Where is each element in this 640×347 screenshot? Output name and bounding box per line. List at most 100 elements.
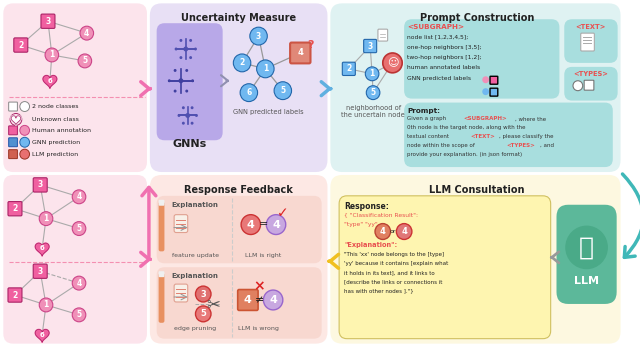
Polygon shape (11, 116, 21, 125)
FancyBboxPatch shape (14, 38, 28, 52)
Text: 5: 5 (371, 88, 376, 97)
Circle shape (365, 67, 379, 81)
Text: ×: × (253, 279, 266, 293)
Text: LLM is wrong: LLM is wrong (238, 326, 279, 331)
Circle shape (182, 122, 185, 125)
Text: Response Feedback: Response Feedback (184, 185, 292, 195)
Circle shape (194, 48, 197, 51)
Circle shape (39, 298, 53, 312)
Circle shape (80, 26, 93, 40)
Text: 5: 5 (83, 57, 88, 65)
FancyBboxPatch shape (41, 14, 55, 28)
Text: 4: 4 (244, 295, 252, 305)
FancyBboxPatch shape (490, 76, 498, 84)
Circle shape (234, 54, 251, 72)
FancyBboxPatch shape (557, 205, 617, 304)
Circle shape (20, 125, 29, 135)
FancyBboxPatch shape (290, 43, 310, 64)
FancyBboxPatch shape (8, 288, 22, 302)
Text: [describe the links or connections it: [describe the links or connections it (344, 279, 442, 284)
Circle shape (20, 137, 29, 147)
Text: 4: 4 (298, 49, 303, 58)
Circle shape (366, 86, 380, 100)
FancyBboxPatch shape (580, 33, 595, 51)
Circle shape (264, 290, 283, 310)
FancyBboxPatch shape (404, 103, 612, 167)
FancyBboxPatch shape (157, 267, 322, 339)
Circle shape (195, 306, 211, 322)
Text: Explanation: Explanation (172, 273, 218, 279)
Text: 5: 5 (76, 224, 81, 233)
Text: 4: 4 (76, 279, 82, 288)
Text: node list [1,2,3,4,5];: node list [1,2,3,4,5]; (407, 34, 468, 39)
Circle shape (274, 82, 292, 100)
Text: Uncertainty Measure: Uncertainty Measure (180, 13, 296, 23)
Text: Response:: Response: (344, 202, 389, 211)
Circle shape (20, 102, 29, 111)
Text: Prompt:: Prompt: (407, 108, 440, 113)
Text: textual content: textual content (407, 134, 451, 139)
Circle shape (191, 122, 193, 125)
FancyBboxPatch shape (339, 196, 550, 339)
Text: GNN predicted labels: GNN predicted labels (407, 76, 471, 81)
Text: 2: 2 (12, 204, 18, 213)
Text: <TYPES>: <TYPES> (506, 143, 535, 148)
FancyBboxPatch shape (33, 264, 47, 278)
Text: Unknown class: Unknown class (33, 117, 79, 122)
Circle shape (565, 226, 608, 269)
Text: human annotated labels: human annotated labels (407, 65, 480, 70)
Text: <SUBGRAPH>: <SUBGRAPH> (464, 117, 508, 121)
FancyBboxPatch shape (159, 200, 164, 206)
Circle shape (241, 215, 260, 235)
Circle shape (191, 79, 194, 82)
Text: 3: 3 (256, 32, 261, 41)
Text: it holds in its text], and it links to: it holds in its text], and it links to (344, 270, 435, 275)
FancyBboxPatch shape (364, 39, 377, 53)
Circle shape (186, 69, 188, 72)
Circle shape (483, 88, 489, 95)
Text: "Explanation":: "Explanation": (344, 243, 397, 248)
Text: 1: 1 (44, 301, 49, 310)
Text: 3: 3 (38, 267, 43, 276)
Text: one-hop neighbors [3,5];: one-hop neighbors [3,5]; (407, 44, 482, 50)
Text: feature update: feature update (172, 253, 219, 258)
FancyBboxPatch shape (237, 289, 258, 311)
Circle shape (186, 113, 190, 118)
Text: 5: 5 (76, 310, 81, 319)
Text: LLM is right: LLM is right (245, 253, 282, 258)
Text: Explanation: Explanation (172, 202, 218, 208)
Text: 3: 3 (367, 42, 372, 51)
Text: 5: 5 (280, 86, 285, 95)
Text: 1: 1 (49, 50, 54, 59)
Text: { "Classification Result":: { "Classification Result": (344, 213, 418, 218)
Circle shape (240, 84, 257, 102)
FancyBboxPatch shape (9, 150, 17, 159)
Circle shape (72, 222, 86, 236)
FancyBboxPatch shape (159, 271, 164, 277)
Circle shape (72, 308, 86, 322)
Text: 3: 3 (200, 289, 206, 298)
Text: "type" "yy",: "type" "yy", (344, 222, 380, 227)
Text: 4: 4 (269, 295, 277, 305)
Circle shape (72, 276, 86, 290)
Text: ✓: ✓ (277, 206, 289, 220)
FancyBboxPatch shape (404, 19, 559, 99)
Text: <TEXT>: <TEXT> (575, 24, 605, 30)
Text: GNNs: GNNs (173, 139, 207, 149)
Circle shape (39, 212, 53, 226)
Text: 5: 5 (200, 310, 206, 318)
FancyBboxPatch shape (157, 196, 322, 263)
Text: 1: 1 (369, 69, 375, 78)
FancyBboxPatch shape (3, 175, 147, 344)
Text: , and: , and (540, 143, 554, 148)
Text: 2: 2 (18, 41, 24, 50)
FancyBboxPatch shape (9, 138, 17, 147)
Text: 4: 4 (401, 227, 407, 236)
Text: LLM Consultation: LLM Consultation (429, 185, 525, 195)
Text: Given a graph: Given a graph (407, 117, 448, 121)
Text: 4: 4 (247, 220, 255, 230)
Text: ✂: ✂ (206, 295, 220, 313)
Text: 3: 3 (45, 17, 51, 26)
FancyBboxPatch shape (159, 202, 164, 251)
Circle shape (45, 48, 59, 62)
